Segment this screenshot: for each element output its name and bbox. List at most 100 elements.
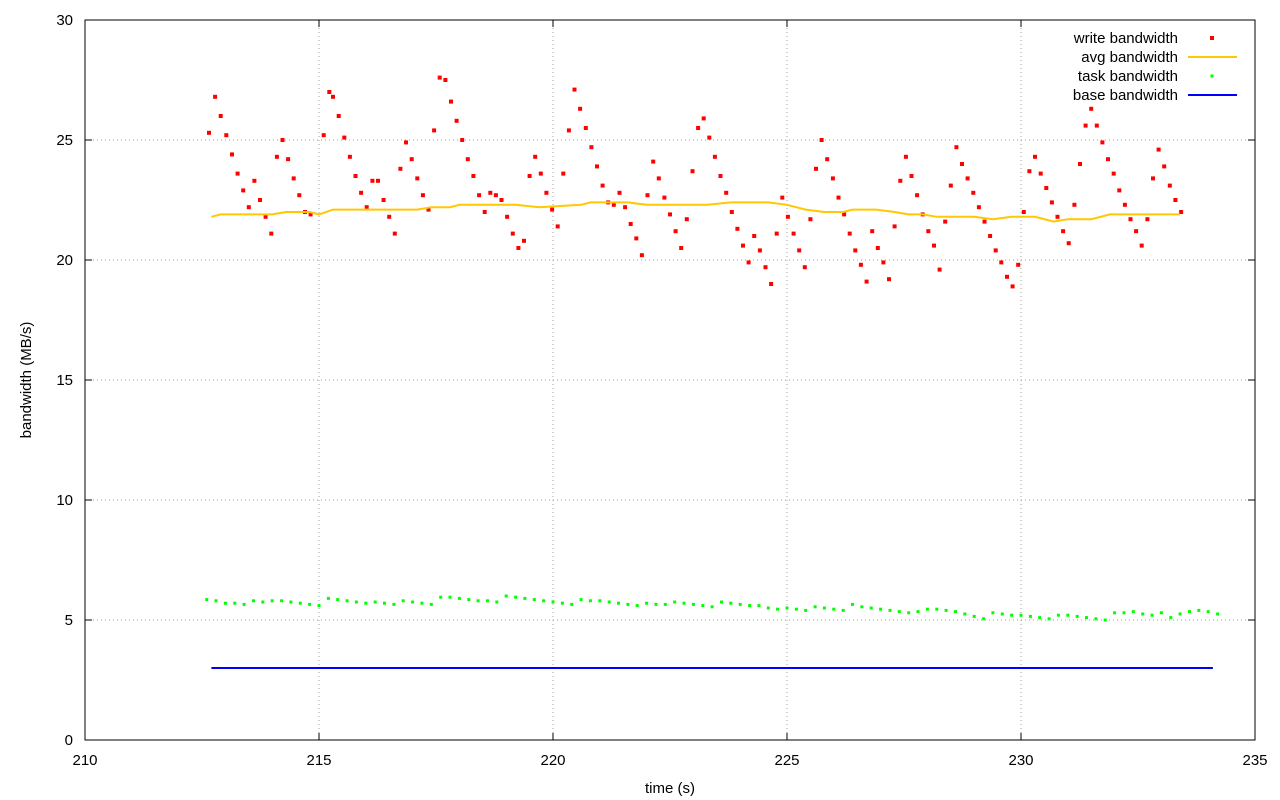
data-point	[223, 601, 227, 605]
data-point	[493, 193, 498, 198]
data-point	[252, 599, 255, 603]
data-point	[1128, 217, 1133, 222]
data-point	[748, 604, 752, 608]
y-tick-label: 25	[56, 132, 73, 149]
data-point	[651, 159, 656, 164]
data-point	[551, 600, 555, 604]
data-point	[280, 599, 284, 603]
data-point	[1083, 123, 1088, 128]
data-point	[626, 602, 630, 606]
data-point	[449, 99, 453, 104]
series-0	[207, 75, 1184, 289]
data-point	[1072, 202, 1077, 207]
data-point	[583, 126, 588, 130]
data-point	[411, 600, 415, 604]
data-point	[327, 90, 332, 94]
data-point	[589, 145, 594, 150]
data-point	[373, 600, 377, 604]
data-point	[814, 166, 818, 171]
data-point	[870, 229, 875, 234]
data-point	[345, 599, 349, 603]
data-point	[523, 596, 527, 600]
data-point	[1113, 611, 1117, 615]
data-point	[960, 162, 964, 166]
y-tick-label: 30	[56, 12, 73, 29]
data-point	[875, 246, 880, 250]
data-point	[869, 606, 873, 610]
data-point	[443, 78, 448, 82]
data-point	[476, 599, 480, 603]
data-point	[780, 195, 785, 200]
data-point	[766, 606, 770, 610]
data-point	[308, 602, 312, 606]
data-point	[769, 282, 774, 286]
data-point	[701, 116, 706, 121]
data-point	[948, 183, 953, 188]
plot-series	[205, 75, 1220, 669]
data-point	[1122, 611, 1126, 615]
data-point	[555, 224, 560, 229]
data-point	[588, 599, 592, 603]
data-point	[903, 154, 908, 159]
data-point	[954, 145, 959, 150]
data-point	[1027, 169, 1032, 174]
data-point	[1010, 613, 1014, 617]
data-point	[935, 607, 939, 611]
data-point	[533, 154, 538, 159]
data-point	[595, 164, 599, 169]
data-point	[785, 214, 790, 219]
data-point	[971, 190, 976, 195]
data-point	[663, 602, 667, 606]
data-point	[1100, 140, 1105, 145]
data-point	[937, 267, 942, 272]
data-point	[504, 594, 508, 598]
data-point	[819, 138, 824, 142]
data-point	[774, 231, 779, 236]
data-point	[331, 94, 335, 99]
data-point	[205, 598, 209, 602]
data-point	[954, 610, 957, 614]
data-point	[1089, 106, 1094, 111]
data-point	[808, 217, 813, 222]
data-point	[673, 229, 678, 234]
data-point	[233, 601, 237, 605]
legend-swatch	[1210, 36, 1214, 40]
data-point	[1000, 612, 1004, 616]
data-point	[439, 595, 443, 599]
data-point	[1056, 613, 1060, 617]
data-point	[1038, 171, 1043, 176]
data-point	[628, 222, 633, 226]
data-point	[830, 176, 835, 181]
data-point	[925, 607, 929, 611]
data-point	[1159, 611, 1163, 615]
data-point	[1078, 162, 1082, 166]
data-point	[432, 128, 437, 133]
data-point	[1094, 123, 1099, 128]
data-point	[376, 178, 380, 183]
data-point	[477, 193, 482, 198]
data-point	[1044, 186, 1049, 190]
data-point	[429, 602, 433, 606]
data-point	[409, 157, 414, 162]
data-point	[460, 138, 465, 142]
data-point	[1179, 210, 1184, 214]
data-point	[516, 246, 521, 250]
data-point	[988, 234, 993, 238]
data-point	[797, 248, 802, 253]
y-tick-label: 5	[65, 612, 73, 629]
data-point	[261, 600, 265, 604]
data-point	[682, 601, 686, 605]
data-point	[879, 607, 883, 611]
data-point	[1141, 612, 1145, 616]
data-point	[437, 75, 442, 80]
data-point	[1019, 613, 1023, 617]
x-tick-label: 210	[72, 752, 97, 769]
data-point	[909, 174, 914, 178]
data-point	[570, 602, 574, 606]
data-point	[1033, 154, 1037, 159]
data-point	[926, 229, 931, 234]
data-point	[853, 248, 858, 253]
data-point	[342, 135, 347, 140]
y-tick-label: 20	[56, 252, 73, 269]
data-point	[224, 133, 229, 138]
